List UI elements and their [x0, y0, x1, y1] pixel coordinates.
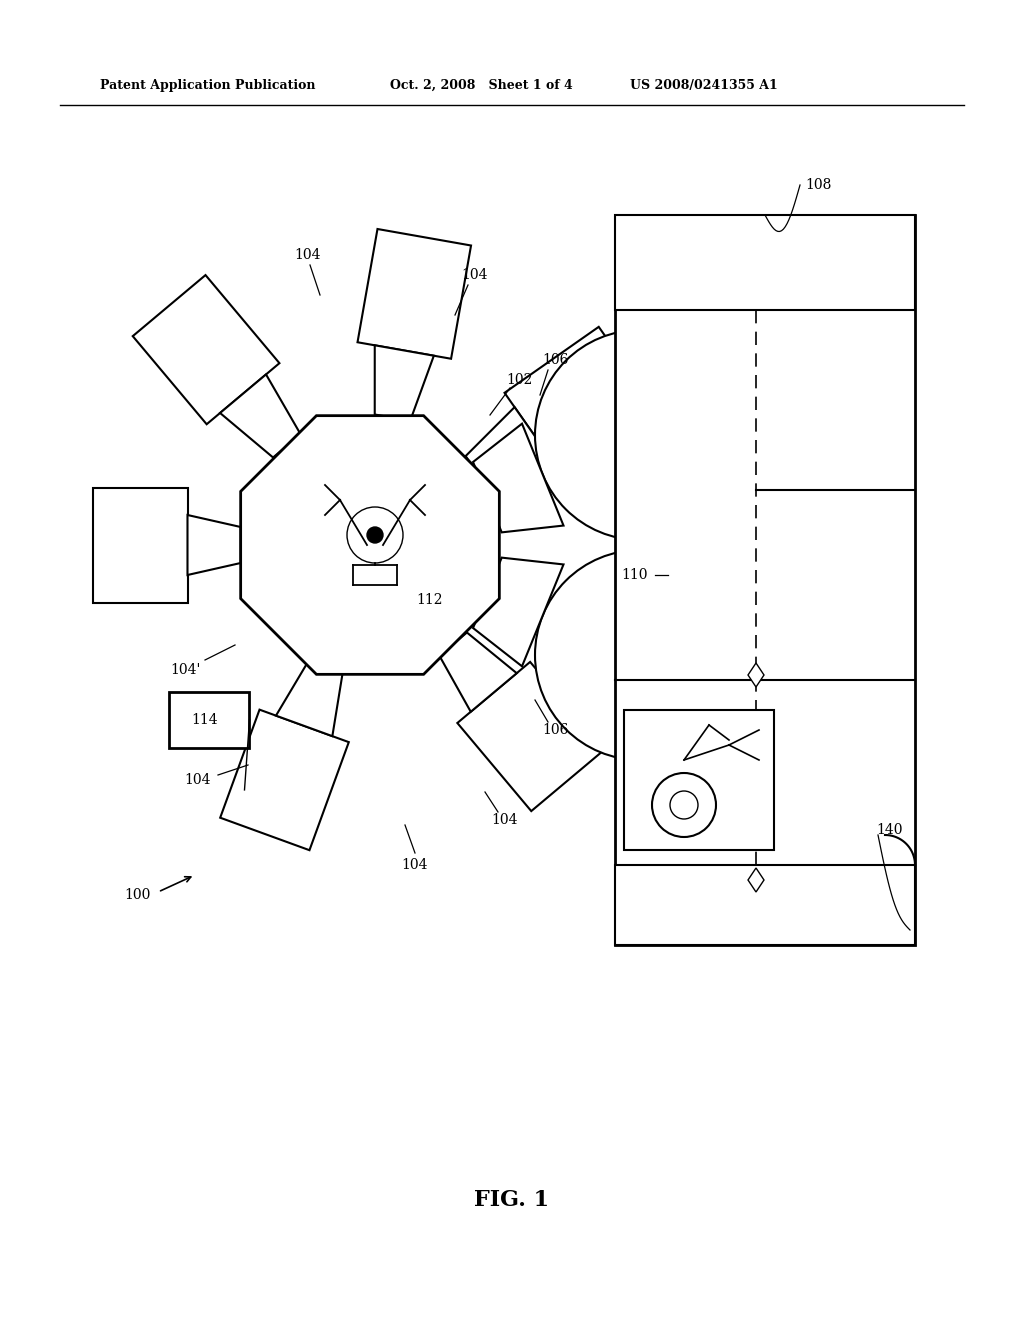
Text: 110: 110 [622, 568, 648, 582]
Polygon shape [439, 632, 517, 711]
Text: 104': 104' [170, 663, 200, 677]
Polygon shape [241, 416, 500, 675]
Circle shape [535, 550, 745, 760]
Text: 104: 104 [462, 268, 488, 282]
Polygon shape [133, 275, 280, 424]
Polygon shape [276, 660, 343, 737]
Polygon shape [505, 327, 653, 471]
Polygon shape [357, 228, 471, 359]
Text: 140: 140 [877, 822, 903, 837]
Polygon shape [220, 710, 349, 850]
Text: Patent Application Publication: Patent Application Publication [100, 78, 315, 91]
Text: 106: 106 [542, 352, 568, 367]
Text: 106: 106 [542, 723, 568, 737]
Polygon shape [458, 661, 604, 810]
Circle shape [367, 527, 383, 543]
Text: 104: 104 [184, 774, 211, 787]
Polygon shape [473, 557, 563, 667]
Text: 104: 104 [492, 813, 518, 828]
Polygon shape [375, 346, 434, 421]
Text: FIG. 1: FIG. 1 [474, 1189, 550, 1210]
Polygon shape [466, 407, 549, 486]
Polygon shape [748, 663, 764, 686]
Polygon shape [187, 515, 241, 576]
Text: 112: 112 [417, 593, 443, 607]
Text: 104: 104 [295, 248, 322, 261]
Polygon shape [220, 375, 301, 458]
Circle shape [347, 507, 403, 564]
Polygon shape [92, 487, 187, 602]
Text: 108: 108 [805, 178, 831, 191]
Bar [624, 710, 774, 850]
Circle shape [670, 791, 698, 818]
Polygon shape [748, 869, 764, 892]
Bar [615, 865, 915, 945]
Bar [170, 692, 250, 748]
Text: 114: 114 [191, 713, 218, 727]
Circle shape [652, 774, 716, 837]
Text: 100: 100 [125, 888, 152, 902]
Text: US 2008/0241355 A1: US 2008/0241355 A1 [630, 78, 778, 91]
Text: 104: 104 [401, 858, 428, 873]
Text: 102: 102 [507, 374, 534, 387]
Circle shape [535, 330, 745, 540]
Polygon shape [473, 424, 563, 532]
Bar [615, 215, 915, 310]
Bar [615, 215, 915, 945]
Text: Oct. 2, 2008   Sheet 1 of 4: Oct. 2, 2008 Sheet 1 of 4 [390, 78, 572, 91]
